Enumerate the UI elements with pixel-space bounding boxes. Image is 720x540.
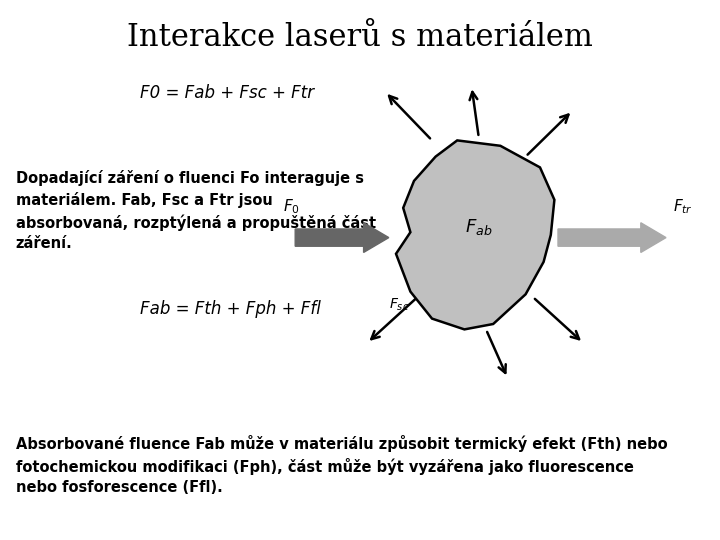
Text: Absorbované fluence Fab může v materiálu způsobit termický efekt (Fth) nebo
foto: Absorbované fluence Fab může v materiálu… bbox=[16, 435, 667, 495]
Text: $F_{sc}$: $F_{sc}$ bbox=[389, 297, 409, 313]
FancyArrow shape bbox=[558, 222, 666, 252]
Text: Dopadající záření o fluenci Fo interaguje s
materiálem. Fab, Fsc a Ftr jsou
abso: Dopadající záření o fluenci Fo interaguj… bbox=[16, 170, 376, 251]
Text: $F_{ab}$: $F_{ab}$ bbox=[465, 217, 492, 237]
Text: F0 = Fab + Fsc + Ftr: F0 = Fab + Fsc + Ftr bbox=[140, 84, 315, 102]
FancyArrow shape bbox=[295, 222, 389, 252]
Polygon shape bbox=[396, 140, 554, 329]
Text: $F_0$: $F_0$ bbox=[283, 197, 300, 216]
Text: Fab = Fth + Fph + Ffl: Fab = Fth + Fph + Ffl bbox=[140, 300, 321, 318]
Text: Interakce laserů s materiálem: Interakce laserů s materiálem bbox=[127, 22, 593, 52]
Text: $F_{tr}$: $F_{tr}$ bbox=[673, 197, 693, 216]
